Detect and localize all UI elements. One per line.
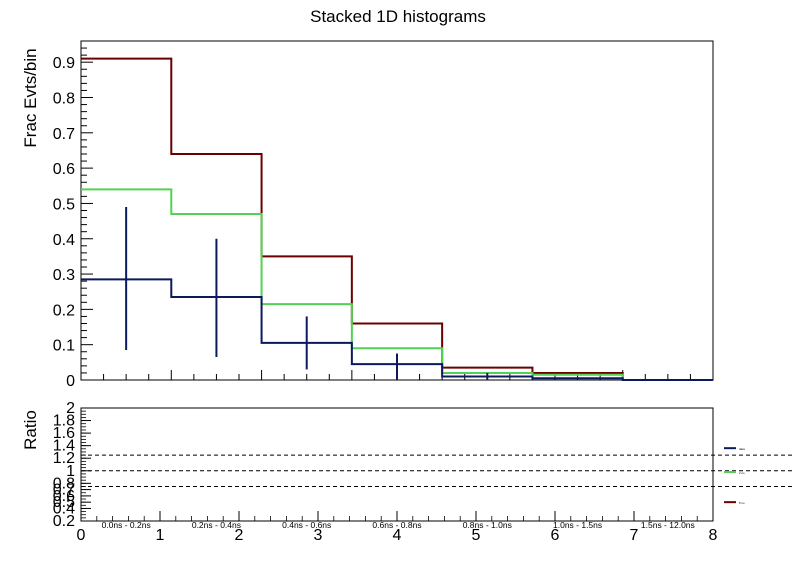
ratio-ytick-label: 1.2 [53,450,75,467]
top-ytick-label: 0 [66,373,75,390]
ratio-xtick-label: 4 [393,527,402,544]
bin-label: 0.4ns - 0.6ns [282,520,331,530]
ratio-ytick-label: 0.5 [53,494,75,511]
top-ytick-label: 0.7 [53,126,75,143]
ratio-frame [80,407,714,522]
top-ytick-label: 0.8 [53,91,75,108]
ratio-xtick-label: 8 [709,527,718,544]
ratio-ytick-label: 2 [66,400,75,417]
top-ytick-label: 0.5 [53,196,75,213]
bin-label: 1.5ns - 12.0ns [641,520,695,530]
top-ytick-label: 0.6 [53,161,75,178]
ratio-ytick-label: 0.2 [53,513,75,530]
ratio-xtick-label: 0 [77,527,86,544]
top-ytick-label: 0.9 [53,55,75,72]
ratio-xtick-label: 3 [314,527,323,544]
bin-label: 1.0ns - 1.5ns [553,520,602,530]
ratio-ytick-label: 1.6 [53,425,75,442]
ratio-ytick-label: 1.4 [53,438,75,455]
top-ytick-label: 0.1 [53,338,75,355]
ratio-ytick-label: 0.4 [53,500,75,517]
ratio-panel: 0.20.40.50.60.70.811.21.41.61.820 1 2 3 4 5 6 7… [53,400,793,544]
ratio-ytick-label: 0.8 [53,475,75,492]
ratio-ytick-label: 1.8 [53,413,75,430]
ratio-xtick-label: 1 [156,527,165,544]
bin-label: 0.6ns - 0.8ns [372,520,421,530]
hist-stack-total [81,57,713,381]
ratio-ytick-label: 0.7 [53,482,75,499]
chart-title: Stacked 1D histograms [310,7,486,26]
top-panel: 0 0.1 0.2 0.3 0.4 0.5 0.6 0.7 0.8 0.9 [53,40,714,390]
ratio-xtick-label: 6 [551,527,560,544]
bin-label: 0.8ns - 1.0ns [463,520,512,530]
bin-label: 0.0ns - 0.2ns [102,520,151,530]
ratio-xtick-label: 2 [235,527,244,544]
bin-label: 0.2ns - 0.4ns [192,520,241,530]
ratio-ylabel: Ratio [21,410,40,450]
ratio-xtick-label: 5 [472,527,481,544]
legend-label: 2 ns [739,471,745,475]
ratio-ytick-label: 1 [66,463,75,480]
top-ytick-label: 0.2 [53,302,75,319]
ratio-xtick-label: 7 [630,527,639,544]
legend-label: data [739,447,745,451]
top-ytick-label: 0.3 [53,267,75,284]
top-ytick-label: 0.4 [53,232,75,249]
hist-stack-middle [81,188,713,381]
top-ylabel: Frac Evts/bin [21,48,40,147]
ratio-ytick-label: 0.6 [53,488,75,505]
legend-label: 5 ns [739,501,745,505]
top-frame [80,40,714,381]
